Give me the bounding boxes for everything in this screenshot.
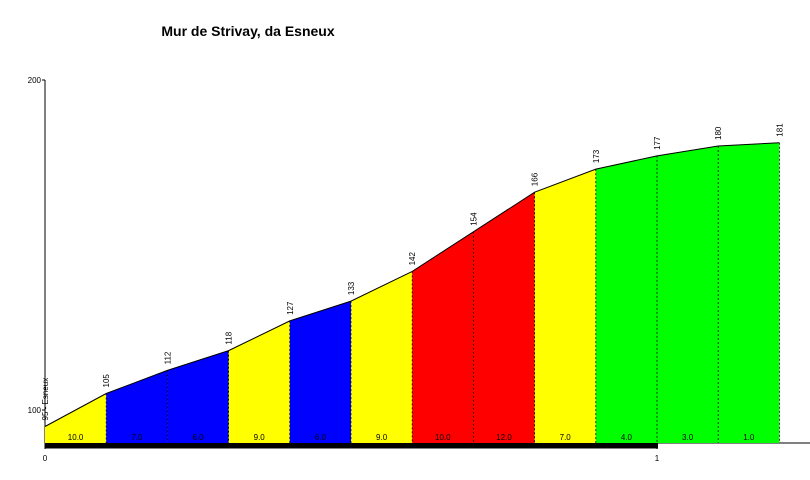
value-label: 166 [531,172,540,186]
segment-fill [228,320,290,443]
segment-label: 9.0 [376,433,388,442]
segment-label: 3.0 [682,433,694,442]
segment-label: 1.0 [743,433,755,442]
segment-label: 7.0 [560,433,572,442]
y-tick-label: 100 [28,406,42,415]
segment-fill [595,155,657,443]
segment-label: 6.0 [315,433,327,442]
y-tick-label: 200 [28,76,42,85]
segment-label: 10.0 [68,433,84,442]
value-label: 142 [408,252,417,266]
segment-label: 9.0 [254,433,266,442]
segment-fill [473,192,535,443]
segment-fill [657,146,719,443]
value-label: 180 [714,126,723,140]
segment-fill [534,169,596,443]
segment-fill [167,350,229,443]
segment-label: 6.0 [192,433,204,442]
segment-label: 7.0 [131,433,143,442]
segment-label: 12.0 [496,433,512,442]
profile-line [44,142,780,427]
value-label: 105 [102,374,111,388]
value-label: 118 [225,331,234,344]
segment-label: 10.0 [435,433,451,442]
segment-fill [412,231,474,443]
segment-fill [351,271,413,443]
value-label: 181 [775,123,784,137]
x-tick-label: 1 [655,454,660,463]
value-label: 154 [469,212,478,226]
value-label: 112 [163,351,172,364]
x-tick-label: 0 [43,454,48,463]
value-label: 127 [286,301,295,315]
value-label: 173 [592,149,601,163]
segment-label: 4.0 [621,433,633,442]
value-label: 177 [653,136,662,150]
chart-title: Mur de Strivay, da Esneux [161,23,334,39]
segment-fill [106,370,168,443]
value-label: 133 [347,281,356,295]
segment-fill [289,301,351,443]
segment-fill [718,142,780,443]
value-label: 95 - Esneux [41,378,50,421]
segment-fill [45,393,107,443]
